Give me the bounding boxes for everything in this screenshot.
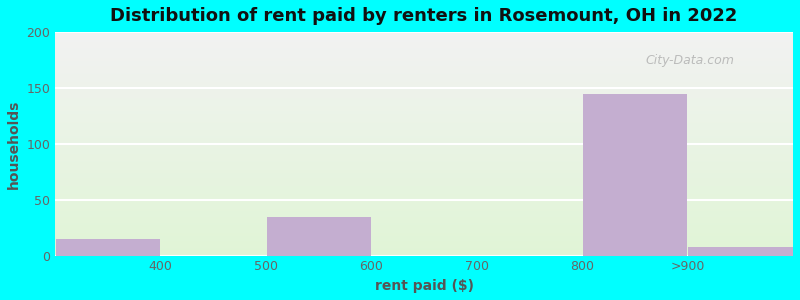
Y-axis label: households: households xyxy=(7,99,21,188)
Bar xyxy=(582,94,687,256)
X-axis label: rent paid ($): rent paid ($) xyxy=(374,279,474,293)
Title: Distribution of rent paid by renters in Rosemount, OH in 2022: Distribution of rent paid by renters in … xyxy=(110,7,738,25)
Bar xyxy=(688,247,793,256)
Bar xyxy=(56,239,160,256)
Text: City-Data.com: City-Data.com xyxy=(646,54,734,68)
Bar xyxy=(266,217,371,256)
